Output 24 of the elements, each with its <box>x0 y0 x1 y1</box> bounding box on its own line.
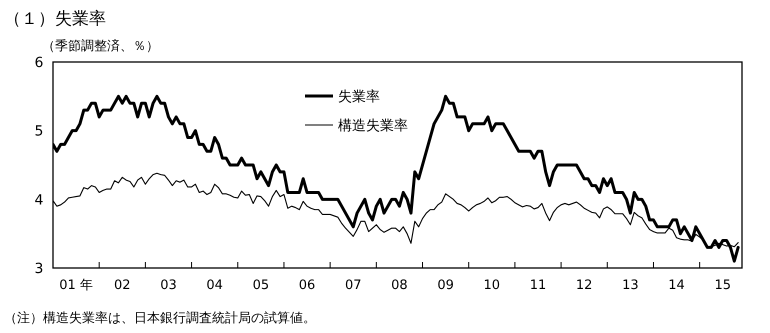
x-tick-label: 08 <box>391 278 408 293</box>
x-tick-label: 03 <box>160 278 177 293</box>
text: （注）構造失業率は、日本銀行調査統計局の試算値。 <box>4 310 316 326</box>
x-tick-label: 05 <box>252 278 270 293</box>
x-tick-label: 02 <box>114 278 131 293</box>
chart-title: （１）失業率 <box>4 9 106 29</box>
y-tick-label: 3 <box>34 261 44 277</box>
legend-label: 失業率 <box>338 89 380 105</box>
x-tick-label: 06 <box>298 278 316 293</box>
x-tick-label: 07 <box>344 278 362 293</box>
x-tick-label: 11 <box>530 278 546 293</box>
legend-label: 構造失業率 <box>338 118 408 134</box>
x-tick-label: 15 <box>714 278 732 293</box>
chart-subtitle: （季節調整済、％） <box>42 38 159 54</box>
x-tick-label: 13 <box>622 278 639 293</box>
x-tick-label: 10 <box>484 278 500 293</box>
x-tick-label: 09 <box>437 278 454 293</box>
x-tick-label: 12 <box>576 278 592 293</box>
y-tick-label: 6 <box>34 55 44 71</box>
y-tick-label: 5 <box>34 124 44 140</box>
x-tick-label: 01 年 <box>59 278 93 293</box>
x-tick-label: 14 <box>668 278 685 293</box>
y-tick-label: 4 <box>34 192 44 208</box>
x-tick-label: 04 <box>206 278 223 293</box>
